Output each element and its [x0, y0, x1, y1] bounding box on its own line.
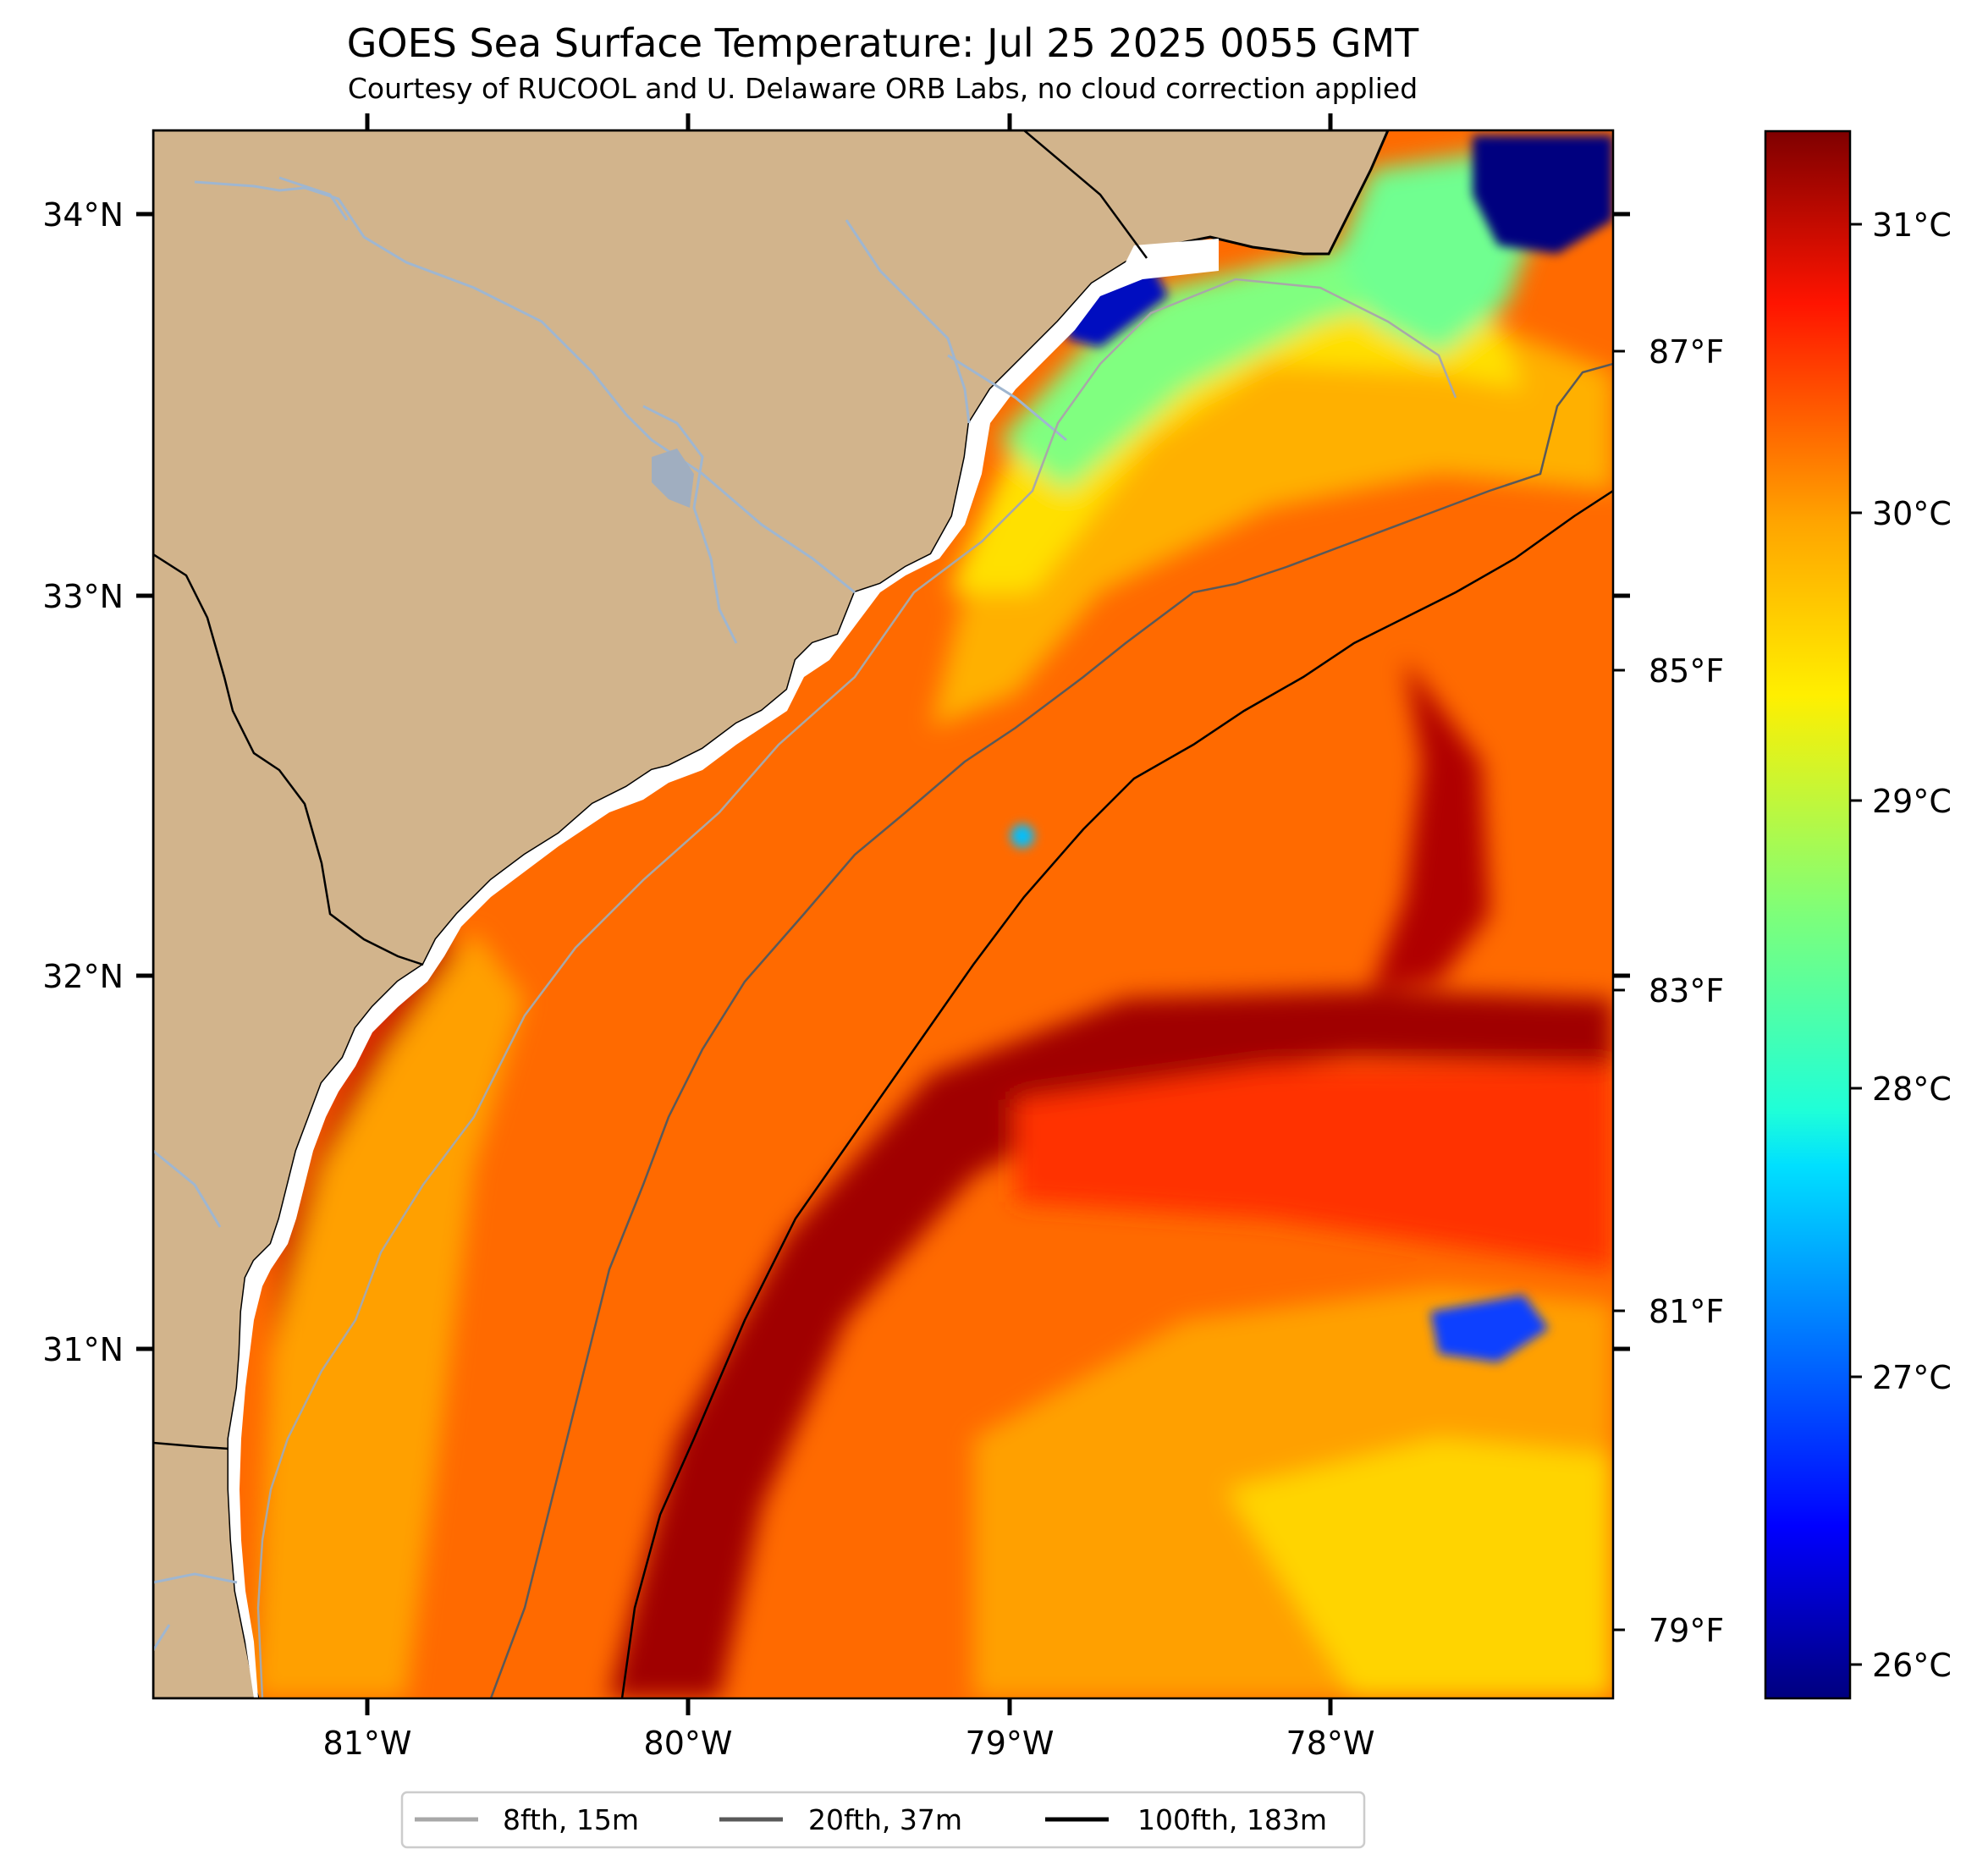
cool-coastal-zone — [948, 254, 1523, 592]
river-8 — [153, 1624, 171, 1651]
cbar-label-31: 31°C — [1872, 206, 1952, 244]
cbar-label-27: 27°C — [1872, 1359, 1952, 1396]
fahrenheit-ticks — [1613, 349, 1625, 1632]
lon-ticks — [365, 1698, 1333, 1715]
legend-label-20fth: 20fth, 37m — [808, 1803, 962, 1836]
lat-label-33: 33°N — [42, 578, 124, 615]
cold-spot-east — [1430, 1295, 1549, 1362]
right-lat-ticks — [1613, 212, 1630, 1351]
river-2 — [278, 176, 349, 221]
lat-labels: 34°N 33°N 32°N 31°N — [42, 196, 124, 1368]
lat-label-34: 34°N — [42, 196, 124, 234]
lon-label-81: 81°W — [323, 1725, 412, 1762]
cooler-southeast-patch — [1227, 1439, 1613, 1698]
lon-label-78: 78°W — [1286, 1725, 1375, 1762]
river-6 — [153, 1149, 222, 1228]
figure-subtitle: Courtesy of RUCOOL and U. Delaware ORB L… — [348, 72, 1418, 105]
offshore-warm-band — [1016, 1066, 1613, 1269]
rivers — [153, 176, 1067, 1651]
f-label-83: 83°F — [1649, 972, 1724, 1010]
cool-spot-mid — [1011, 824, 1034, 848]
border-sc-ga — [153, 553, 424, 966]
state-borders — [153, 130, 1148, 1450]
border-nc-sc — [1023, 130, 1148, 259]
river-7 — [153, 1572, 238, 1584]
isobath-legend: 8fth, 15m 20fth, 37m 100fth, 183m — [400, 1791, 1366, 1849]
lat-label-31: 31°N — [42, 1331, 124, 1368]
cbar-label-29: 29°C — [1872, 783, 1952, 820]
cool-river-plume — [999, 212, 1456, 491]
cbar-label-28: 28°C — [1872, 1070, 1952, 1108]
top-ticks — [365, 113, 1333, 130]
no-data-strip — [229, 239, 1219, 1698]
colorbar-labels: 31°C 30°C 29°C 28°C 27°C 26°C — [1872, 206, 1952, 1684]
f-label-87: 87°F — [1649, 333, 1724, 371]
figure-title: GOES Sea Surface Temperature: Jul 25 202… — [347, 20, 1419, 66]
cold-spot-north — [1473, 135, 1613, 254]
river-5 — [947, 354, 1067, 442]
map-frame — [151, 129, 1615, 1700]
cbar-label-26: 26°C — [1872, 1647, 1952, 1684]
f-label-81: 81°F — [1649, 1293, 1724, 1330]
legend-box — [400, 1791, 1366, 1849]
legend-label-8fth: 8fth, 15m — [503, 1803, 639, 1836]
colorbar-gradient — [1764, 129, 1852, 1700]
fahrenheit-labels: 87°F 85°F 83°F 81°F 79°F — [1649, 333, 1724, 1649]
river-3 — [642, 404, 738, 644]
gulf-stream-core — [609, 990, 1613, 1698]
cbar-label-30: 30°C — [1872, 495, 1952, 532]
lat-ticks — [136, 212, 153, 1351]
isobath-100fth — [620, 489, 1613, 1698]
lon-label-80: 80°W — [644, 1725, 733, 1762]
river-1 — [194, 180, 856, 594]
river-4 — [845, 219, 971, 424]
sst-map — [153, 130, 1613, 1698]
border-ga-fl — [153, 1441, 229, 1450]
lake-marion — [652, 448, 694, 508]
f-label-79: 79°F — [1649, 1612, 1724, 1649]
legend-label-100fth: 100fth, 183m — [1137, 1803, 1327, 1836]
lon-labels: 81°W 80°W 79°W 78°W — [323, 1725, 1375, 1762]
f-label-85: 85°F — [1649, 652, 1724, 690]
cool-south-shelf — [254, 931, 525, 1698]
lon-label-79: 79°W — [966, 1725, 1055, 1762]
isobath-20fth — [489, 362, 1613, 1698]
isobath-8fth — [256, 278, 1457, 1698]
colorbar-ticks — [1850, 223, 1862, 1666]
gulf-stream-edge — [1371, 660, 1490, 990]
colorbar: 31°C 30°C 29°C 28°C 27°C 26°C — [1764, 129, 1952, 1700]
lat-label-32: 32°N — [42, 958, 124, 995]
